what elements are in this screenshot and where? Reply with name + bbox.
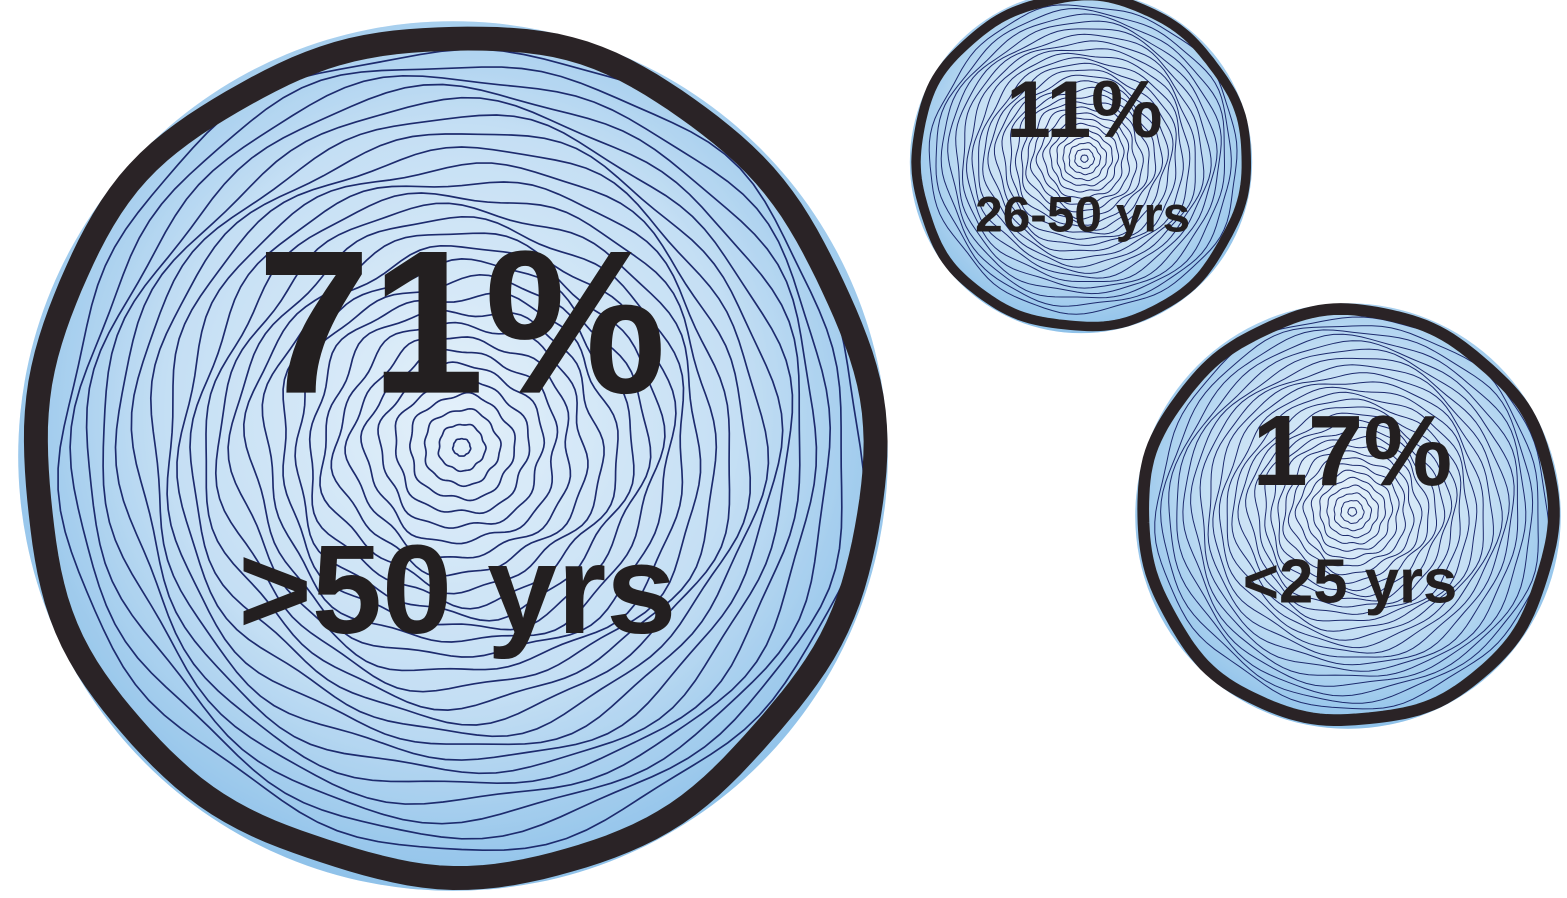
category-label: >50 yrs [238, 519, 676, 660]
tree-ring [176, 162, 752, 738]
tree-slice: 17% <25 yrs [1135, 303, 1561, 729]
tree-ring [1294, 457, 1406, 567]
tree-ring [1218, 381, 1484, 649]
tree-ring [294, 273, 635, 622]
tree-ring [227, 215, 685, 672]
tree-ring [149, 133, 784, 761]
category-label: <25 yrs [1243, 548, 1457, 617]
tree-ring [69, 66, 843, 840]
tree-ring [1254, 412, 1453, 608]
tree-ring [1231, 391, 1470, 632]
tree-ring [978, 52, 1191, 268]
tree-ring [1190, 348, 1515, 672]
tree-ring [928, 4, 1238, 315]
value-label: 17% [1252, 395, 1452, 507]
tree-ring [1287, 450, 1415, 576]
tree-ring [437, 423, 487, 473]
tree-ring [1176, 333, 1527, 687]
tree-ring [1020, 94, 1150, 226]
tree-ring [130, 114, 794, 775]
tree-ring [1160, 325, 1539, 704]
tree-ring [1310, 469, 1394, 552]
tree-ring [935, 7, 1232, 307]
tree-ring [1207, 364, 1503, 658]
tree-ring [1001, 74, 1169, 240]
tree-ring [344, 336, 572, 559]
tree-ring [1182, 340, 1519, 677]
tree-ring [1056, 128, 1113, 187]
tree-slice: 11% 26-50 yrs [909, 0, 1253, 334]
tree-ring [394, 375, 531, 515]
tree-ring [1009, 80, 1164, 235]
tree-ring [377, 361, 546, 529]
tree-ring [1042, 117, 1125, 199]
tree-ring [1302, 463, 1400, 560]
tree-ring [1074, 148, 1095, 169]
value-label: 71% [257, 209, 666, 437]
bark [911, 0, 1252, 332]
tree-ring [1199, 357, 1510, 666]
tree-ring [1226, 386, 1478, 641]
tree-ring [1340, 500, 1365, 525]
bubble [18, 21, 888, 891]
tree-ring [1282, 444, 1423, 584]
tree-ring [1168, 329, 1534, 697]
tree-ring [1080, 154, 1089, 163]
tree-ring [982, 57, 1184, 261]
tree-ring [947, 20, 1222, 295]
tree-ring [987, 62, 1177, 252]
tree-ring [1068, 142, 1102, 176]
tree-ring [971, 48, 1196, 274]
tree-ring [1270, 426, 1437, 598]
tree-ring [114, 96, 801, 785]
tree-ring [1326, 484, 1379, 539]
category-label: 26-50 yrs [975, 187, 1190, 243]
tree-ring [308, 292, 619, 610]
bubble [1135, 303, 1561, 729]
tree-ring [451, 437, 472, 457]
tree-ring [1277, 435, 1430, 592]
tree-ring [1319, 476, 1386, 545]
tree-ring [1245, 406, 1458, 615]
tree-ring [1333, 492, 1372, 532]
value-label: 11% [1006, 65, 1163, 155]
tree-ring [1264, 418, 1446, 602]
tree-ring [282, 258, 652, 631]
tree-ring [993, 69, 1174, 246]
tree-ring [1237, 398, 1462, 622]
tree-ring [166, 146, 770, 746]
tree-ring [189, 181, 731, 726]
tree-ring [205, 192, 718, 711]
tree-ring [319, 309, 605, 595]
tree-ring [1212, 372, 1494, 654]
tree-ring [966, 40, 1205, 279]
bubble-tint [1135, 303, 1561, 729]
bark [23, 26, 888, 890]
tree-ring [1025, 101, 1144, 220]
tree-ring [85, 74, 832, 825]
tree-ring [1035, 112, 1130, 205]
tree-ring [423, 407, 502, 488]
tree-ring [1347, 506, 1358, 517]
bark [1137, 303, 1560, 726]
tree-ring [102, 83, 818, 805]
tree-ring [1029, 106, 1138, 213]
tree-ring [214, 202, 702, 693]
tree-ring [940, 13, 1226, 299]
tree-ring [409, 391, 516, 502]
tree-slice: 71% >50 yrs [18, 21, 888, 891]
tree-ring [1014, 86, 1157, 231]
tree-ring [955, 28, 1218, 289]
tree-ring [261, 244, 666, 643]
tree-ring [1062, 135, 1107, 182]
tree-ring [360, 348, 559, 545]
bubble-tint [18, 21, 888, 891]
tree-ring [330, 321, 589, 578]
tree-ring [961, 33, 1212, 282]
tree-ring [242, 232, 677, 658]
tree-ring [1049, 122, 1120, 193]
